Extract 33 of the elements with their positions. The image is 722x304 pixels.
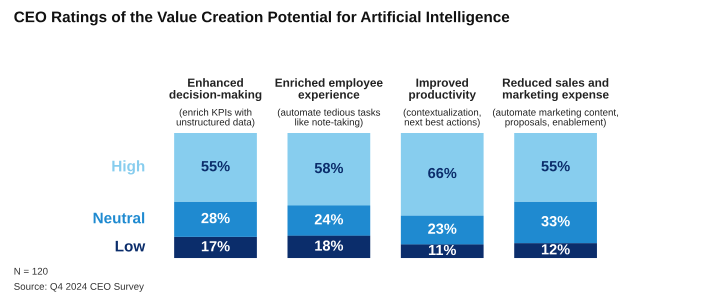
bar — [400, 216, 484, 244]
text: N = 120 — [14, 268, 48, 275]
data-label: 28% — [201, 212, 230, 224]
chart-title: CEO Ratings of the Value Creation Potential for Artificial Intelligence — [14, 11, 510, 26]
bar — [514, 133, 597, 202]
series-label: Neutral — [94, 212, 144, 224]
x-tick-label: Enhanced decision-making (enrich KPIs with unstructured data) — [169, 78, 262, 128]
data-label: 23% — [428, 224, 456, 234]
data-label: 11% — [428, 244, 456, 256]
series-label: Low — [116, 240, 146, 252]
bar — [514, 243, 597, 258]
x-tick-label: Reduced sales and marketing expense (automate marketing content, proposals, enablement) — [492, 78, 618, 128]
bar — [287, 133, 370, 206]
bar — [514, 202, 597, 244]
data-label: 58% — [314, 162, 344, 174]
data-label: 55% — [541, 161, 570, 172]
data-label: 24% — [314, 214, 344, 224]
x-tick-label: Enriched employee experience (automate tedious tasks like note-taking) — [276, 78, 383, 128]
bar — [174, 133, 257, 202]
bar — [287, 206, 370, 236]
data-label: 33% — [541, 216, 570, 226]
series-label: High — [112, 160, 144, 175]
x-tick-label: Improved productivity (contextualization, next best actions) — [404, 78, 481, 128]
data-label: 55% — [201, 161, 230, 172]
bar — [400, 133, 484, 216]
data-label: 17% — [202, 241, 230, 252]
bar — [174, 236, 257, 258]
data-label: 66% — [428, 168, 456, 178]
bar — [287, 236, 370, 258]
data-label: 18% — [315, 240, 344, 251]
data-label: 12% — [542, 244, 570, 254]
source-note: Source: Q4 2024 CEO Survey — [14, 283, 144, 292]
bar — [174, 202, 257, 237]
